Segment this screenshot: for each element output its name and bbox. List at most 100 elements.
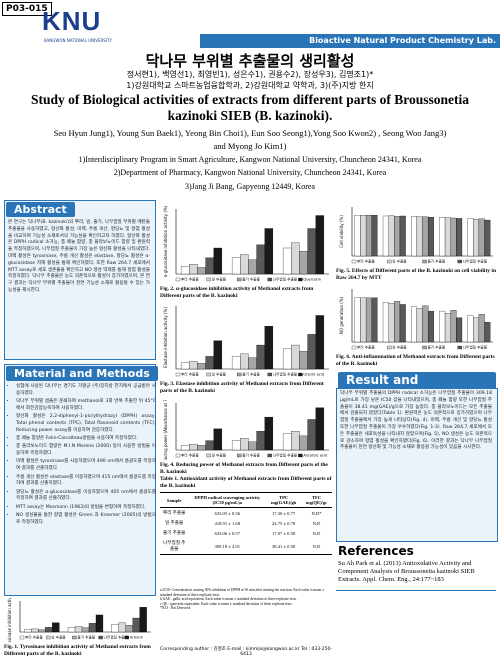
legend-label: 나무껍질 추출물	[273, 372, 298, 377]
table-cell: 17.30 ± 0.77	[272, 510, 296, 516]
bar	[467, 218, 474, 257]
reference: Su Ah Park et al. (2013) Antioxidative A…	[338, 560, 475, 583]
authors: and Myong Jo Kim1)	[213, 141, 287, 151]
legend-swatch	[98, 635, 103, 640]
table-header: TFC mg(QE)/gc	[305, 495, 328, 505]
bar	[213, 340, 223, 370]
legend-label: 줄기 추출물	[77, 635, 95, 640]
bar	[180, 266, 190, 275]
results-text: 닥나무 부위별 추출물의 DPPH radical 소거능은 나무껍질 추출물이…	[340, 391, 492, 451]
bar	[205, 257, 214, 275]
table-cell: 418.91 ± 1.68	[214, 520, 241, 526]
legend-label: 잎 추출물	[212, 453, 227, 458]
legend-swatch	[267, 277, 272, 282]
korean-authors: 정서현1), 백영선1), 최영빈1), 성은수1), 권용수2), 장성우3)…	[126, 70, 374, 79]
affiliation: 1)Interdisciplinary Program in Smart Agr…	[78, 155, 422, 164]
methods-list: 실험에 사용된 닥나무는 경기도 가평군 (주)장지방 한지에서 공급받아 사용…	[8, 384, 156, 528]
figure-caption: Fig. 1. Tyrosinase inhibition activity o…	[4, 644, 151, 657]
figure-chart: α-glucosidase inhibition activity (%) 뿌리 …	[163, 206, 329, 282]
bar	[360, 297, 367, 343]
bar	[299, 351, 308, 370]
bar	[411, 306, 418, 343]
table-cell: 나무껍질 추출물	[163, 540, 186, 551]
bar	[467, 315, 474, 343]
bar	[315, 407, 325, 451]
bar	[189, 361, 198, 370]
bar	[478, 314, 485, 343]
bar	[473, 317, 480, 343]
bar	[365, 215, 372, 257]
bar	[213, 247, 223, 275]
method-item: 주름 개선 활성은 elastase를 이용하였으며 415 nm에서 흡광도를…	[16, 475, 156, 489]
figure-chart: Reducing power (Absorbance at 700nm) 뿌리 추…	[163, 400, 329, 460]
bar	[95, 614, 104, 633]
bar	[354, 297, 361, 343]
legend-swatch	[267, 453, 272, 458]
bar	[125, 625, 133, 633]
table-cell: 38.41 ± 0.50	[272, 543, 296, 549]
bar	[180, 362, 190, 370]
legend-label: 줄기 추출물	[242, 372, 260, 377]
bar	[371, 297, 378, 343]
method-item: 총 페놀 함량은 Folin-Ciocalteau방법을 사용하여 측정하였다.	[16, 436, 156, 443]
legend-label: 나무껍질 추출물	[463, 259, 488, 264]
bar	[484, 321, 491, 343]
table-cell: N.D	[312, 543, 321, 549]
table-notes: a IC50: Concentration causing 50% inhibi…	[160, 588, 332, 611]
bar	[444, 313, 451, 343]
bar	[422, 216, 429, 257]
bar	[264, 326, 274, 370]
header-band	[200, 34, 500, 48]
logo: KNU	[42, 6, 102, 36]
bar	[189, 443, 198, 451]
legend-swatch	[175, 372, 181, 377]
table-caption: Table 1. Antioxidant activity of Methano…	[160, 476, 332, 489]
section-heading: Material and Methods	[6, 366, 158, 381]
legend-swatch	[237, 277, 242, 282]
table-note: b GAE : gallic acid equivalent. Each val…	[160, 597, 297, 602]
bar	[282, 433, 292, 451]
legend-swatch	[206, 372, 211, 377]
legend-swatch	[72, 635, 77, 640]
abstract-box	[4, 200, 156, 360]
bar	[31, 628, 39, 633]
legend-swatch	[422, 345, 427, 350]
bar	[205, 356, 214, 370]
legend-swatch	[206, 453, 211, 458]
legend-label: 나무껍질 추출물	[273, 277, 298, 282]
bar	[411, 216, 418, 257]
bar	[291, 431, 300, 451]
bar	[24, 629, 32, 633]
bar	[388, 302, 395, 343]
bar	[189, 264, 198, 275]
legend-swatch	[457, 345, 462, 350]
legend-swatch	[298, 277, 303, 282]
bar	[132, 617, 140, 633]
figure-caption: Fig. 2. α-glucosidase inhibition activit…	[160, 286, 314, 299]
affiliation: 2)Department of Pharmacy, Kangwon Nation…	[113, 168, 387, 177]
figure-chart: NO generation (%) 뿌리 추출물 잎 추출물 줄기 추출물 나무껍질 추…	[339, 289, 493, 350]
legend-label: 줄기 추출물	[428, 259, 446, 264]
legend-swatch	[237, 372, 242, 377]
table-note: c QE : quercetin equivalent. Each value …	[160, 601, 293, 606]
bar	[264, 416, 274, 451]
bar	[248, 259, 257, 275]
figure-caption: Fig. 3. Elastase inhibition activity of …	[160, 381, 324, 394]
legend-swatch	[267, 372, 272, 377]
table-cell: 17.07 ± 0.58	[272, 530, 296, 536]
method-item: 닥나무 부위별 샘플은 분쇄하여 methanol로 3회 반복 추출한 뒤 4…	[16, 399, 156, 413]
legend-label: Ascorbic acid	[303, 454, 327, 458]
bar	[450, 310, 457, 343]
legend-label: 줄기 추출물	[428, 345, 446, 350]
bar	[307, 419, 316, 451]
bar	[248, 441, 257, 451]
bar	[256, 344, 265, 370]
legend-swatch	[19, 635, 25, 640]
table-row: 잎 추출물 418.91 ± 1.68 24.75 ± 0.78 N.D	[160, 518, 332, 528]
table-cell: 309.18 ± 4.91	[214, 543, 241, 549]
bar	[315, 215, 325, 275]
method-item: NO 생성율을 통한 항염 활성은 Green 과 Kroemer (2005)…	[16, 513, 156, 527]
bar	[315, 315, 325, 370]
bar	[354, 215, 361, 257]
bar	[197, 445, 206, 451]
